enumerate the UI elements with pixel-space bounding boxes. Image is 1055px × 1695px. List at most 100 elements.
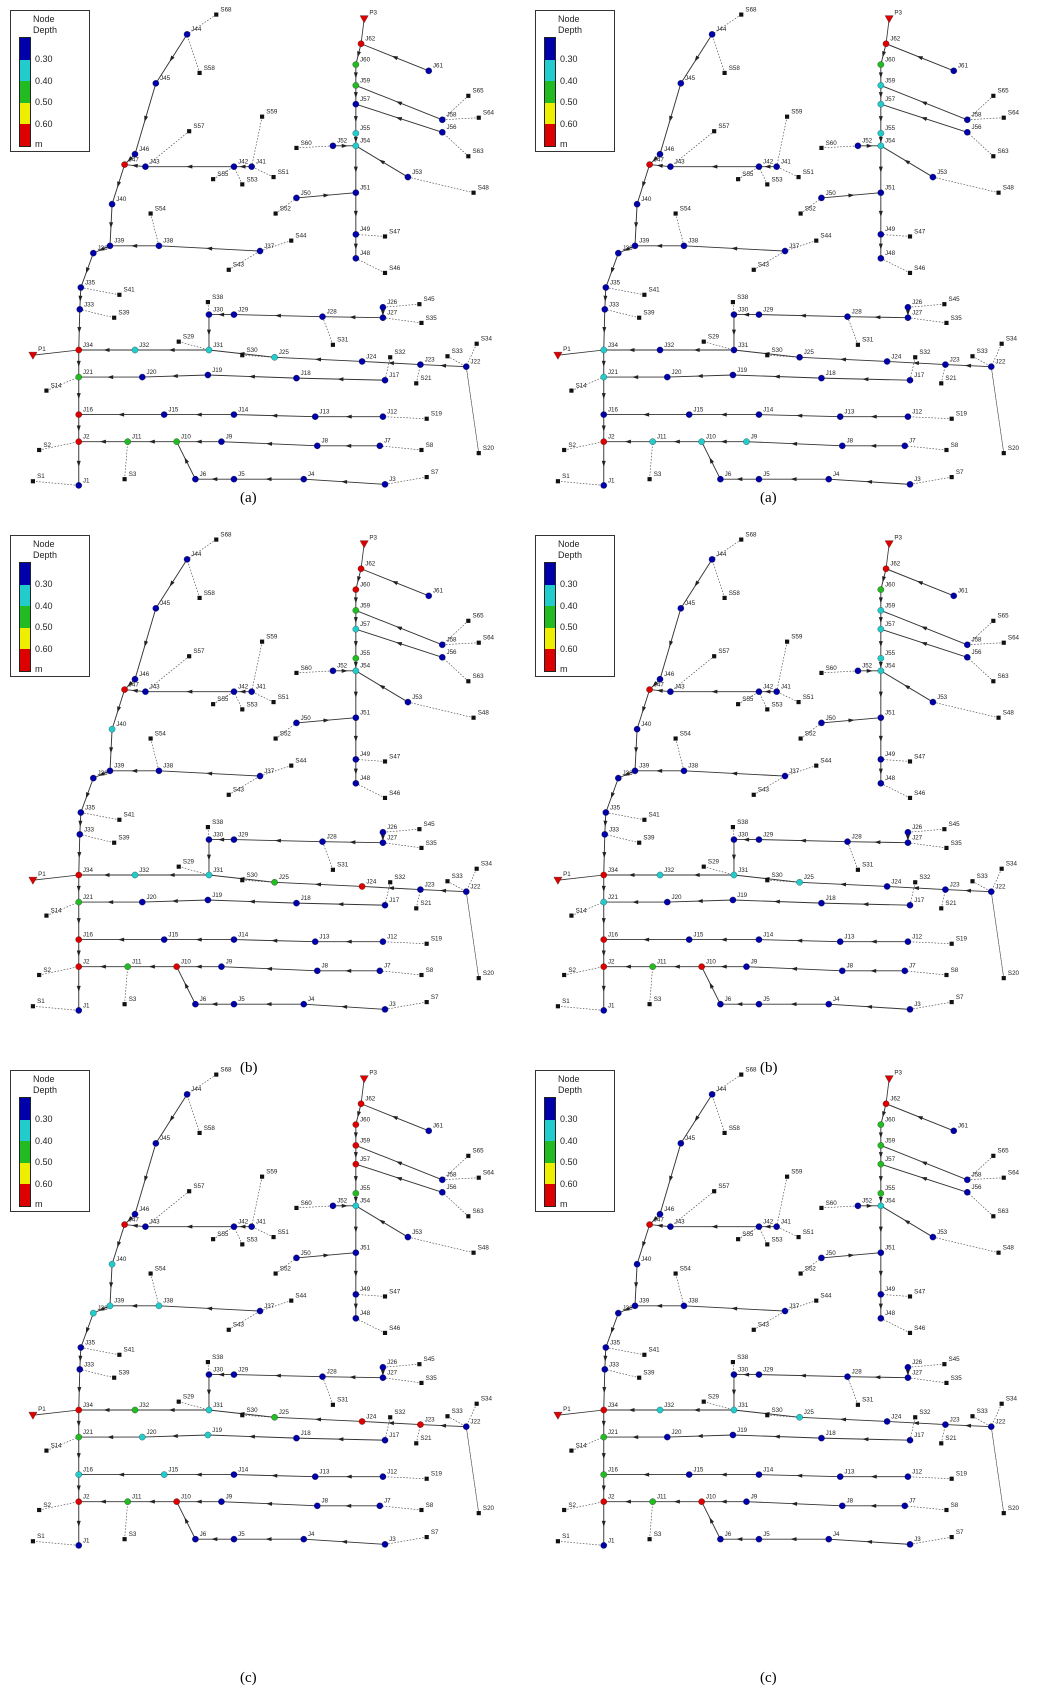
flow-direction-arrow-icon (168, 348, 175, 352)
subcatchment-link (564, 1501, 604, 1511)
junction-node (601, 831, 609, 838)
flow-direction-arrow-icon (602, 1386, 607, 1394)
subcatchment-link (150, 213, 160, 246)
flow-direction-arrow-icon (878, 735, 883, 742)
junction-node (90, 774, 97, 782)
junction-node (877, 586, 885, 593)
junction-label: J6 (200, 471, 207, 478)
junction-node (155, 767, 163, 775)
junction-label: J24 (366, 353, 377, 360)
junction-node (106, 1302, 114, 1310)
subcatchment-label: S20 (483, 445, 495, 452)
junction-label: J28 (852, 1369, 863, 1376)
flow-direction-arrow-icon (652, 156, 659, 162)
subcatchment-marker (424, 1000, 429, 1005)
junction-label: J25 (279, 1409, 290, 1416)
subcatchment-marker (205, 300, 210, 305)
legend-swatch (545, 1119, 555, 1142)
subcatchment-label: S2 (568, 442, 576, 449)
flow-direction-arrow-icon (131, 243, 138, 248)
junction-node (649, 963, 656, 970)
subcatchment-link (382, 317, 422, 324)
junction-node (462, 363, 470, 370)
junction-label: J26 (387, 1359, 398, 1366)
junction-node (160, 411, 168, 418)
legend-title: Node (558, 14, 580, 24)
junction-label: J52 (337, 663, 348, 670)
subcatchment-label: S30 (246, 1407, 258, 1414)
subcatchment-marker (722, 70, 727, 75)
junction-node (781, 1307, 789, 1315)
flow-direction-arrow-icon (696, 373, 703, 378)
junction-node (836, 413, 844, 420)
junction-label: J22 (995, 884, 1006, 891)
junction-node (600, 346, 608, 354)
junction-node (631, 767, 639, 775)
junction-label: J22 (995, 1419, 1006, 1426)
flow-direction-arrow-icon (878, 617, 883, 624)
subcatchment-link (776, 691, 799, 703)
subcatchment-label: S51 (803, 169, 815, 176)
junction-node (379, 1364, 387, 1371)
subcatchment-marker (637, 840, 642, 845)
junction-label: J21 (83, 369, 94, 376)
flow-direction-arrow-icon (206, 1389, 211, 1396)
junction-node (877, 61, 885, 68)
junction-label: J31 (213, 1402, 224, 1409)
subcatchment-link (564, 966, 604, 976)
junction-label: J13 (319, 1469, 330, 1476)
subcatchment-marker (176, 864, 181, 869)
subcatchment-label: S31 (337, 862, 349, 869)
junction-label: J13 (319, 409, 330, 416)
junction-node (76, 1366, 84, 1373)
junction-node (319, 838, 326, 845)
junction-label: J39 (639, 1298, 650, 1305)
junction-node (708, 31, 716, 38)
junction-label: J41 (256, 1219, 267, 1226)
junction-label: J61 (433, 63, 444, 70)
flow-direction-arrow-icon (796, 1473, 803, 1478)
subcatchment-link (407, 1236, 474, 1254)
junction-label: J24 (366, 1413, 377, 1420)
junction-node (602, 1344, 610, 1351)
subcatchment-label: S46 (914, 790, 926, 797)
junction-node (904, 413, 912, 420)
flow-direction-arrow-icon (171, 1433, 178, 1438)
flow-direction-arrow-icon (862, 1437, 869, 1442)
junction-node (677, 1140, 685, 1147)
junction-label: J53 (937, 694, 948, 701)
subcatchment-link (178, 341, 210, 351)
flow-direction-arrow-icon (345, 414, 352, 419)
flow-direction-arrow-icon (323, 1253, 330, 1258)
subcatchment-label: S7 (956, 994, 964, 1001)
subcatchment-label: S35 (951, 1375, 963, 1382)
subcatchment-marker (445, 879, 450, 884)
subcatchment-marker (855, 342, 860, 347)
subcatchment-label: S53 (771, 1236, 783, 1243)
legend-value: 0.60 (35, 643, 53, 654)
subcatchment-marker (240, 878, 245, 883)
junction-label: J43 (675, 159, 686, 166)
junction-label: J13 (844, 409, 855, 416)
junction-node (379, 1473, 387, 1480)
legend-swatch (545, 81, 555, 103)
outfall-icon (884, 540, 894, 549)
junction-node (381, 1541, 389, 1548)
junction-label: J49 (360, 1286, 371, 1293)
node-depth-legend: Node Depth 0.30 0.40 0.50 0.60 m (535, 1070, 615, 1212)
subcatchment-label: S57 (193, 648, 205, 655)
flow-direction-arrow-icon (315, 1417, 322, 1422)
junction-node (600, 373, 608, 381)
junction-node (929, 1233, 937, 1241)
flow-direction-arrow-icon (870, 1474, 877, 1479)
subcatchment-marker (765, 182, 770, 187)
junction-label: J54 (885, 1198, 896, 1205)
junction-label: J29 (763, 1366, 774, 1373)
subcatchment-link (465, 891, 480, 979)
subcatchment-link (932, 176, 999, 194)
junction-node (755, 411, 763, 418)
subcatchment-link (442, 132, 469, 157)
junction-node (314, 442, 321, 450)
subcatchment-marker (796, 700, 801, 705)
subcatchment-label: S29 (708, 859, 720, 866)
